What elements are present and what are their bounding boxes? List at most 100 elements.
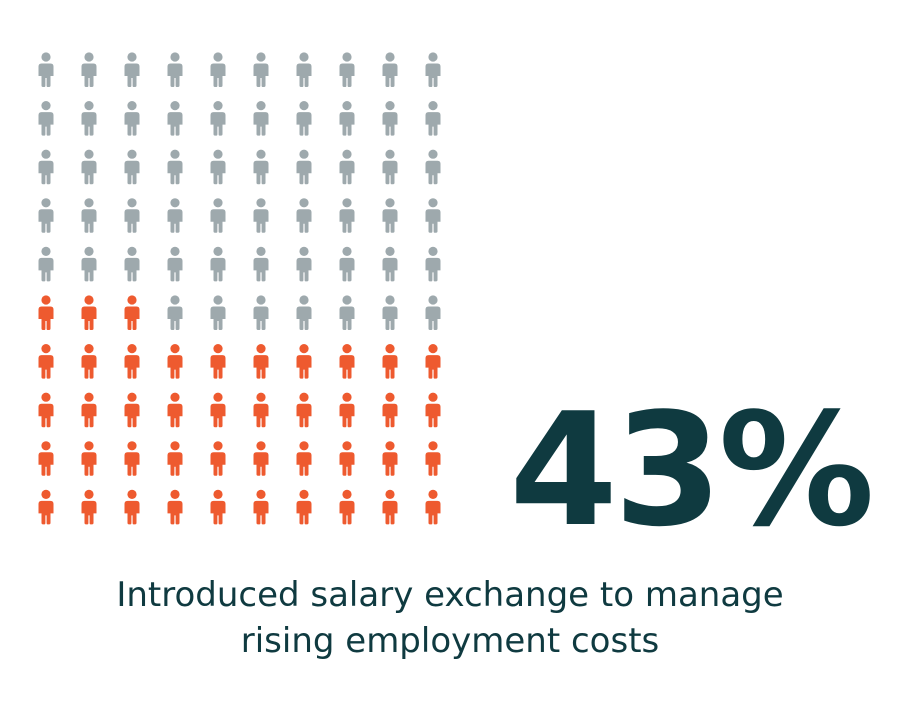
person-icon-highlighted (38, 489, 54, 525)
person-icon-highlighted (339, 344, 355, 379)
person-icon-highlighted (382, 441, 398, 476)
person-icon (253, 295, 269, 330)
person-icon-highlighted (296, 344, 312, 379)
person-icon (425, 101, 441, 136)
person-icon (382, 52, 398, 87)
person-icon (210, 52, 226, 87)
person-icon (339, 149, 355, 185)
person-icon-highlighted (425, 344, 441, 379)
person-icon-highlighted (38, 441, 54, 476)
person-icon-highlighted (210, 392, 226, 428)
person-icon-highlighted (339, 489, 355, 525)
person-icon-highlighted (382, 344, 398, 379)
person-icon (339, 52, 355, 87)
person-icon (382, 295, 398, 330)
person-icon (124, 101, 140, 136)
person-icon (339, 198, 355, 233)
person-icon (253, 149, 269, 185)
person-icon-highlighted (253, 489, 269, 525)
person-icon-highlighted (210, 441, 226, 476)
person-icon (81, 149, 97, 185)
person-icon-highlighted (339, 441, 355, 476)
person-icon (382, 101, 398, 136)
person-icon-highlighted (425, 489, 441, 525)
person-icon (382, 149, 398, 185)
person-icon (167, 198, 183, 233)
person-icon-highlighted (38, 295, 54, 330)
person-icon (124, 52, 140, 87)
person-icon-highlighted (167, 489, 183, 525)
person-icon-highlighted (210, 344, 226, 379)
person-icon (210, 101, 226, 136)
person-icon (167, 101, 183, 136)
person-icon (425, 198, 441, 233)
person-icon-highlighted (296, 392, 312, 428)
person-icon (167, 52, 183, 87)
person-icon-highlighted (81, 344, 97, 379)
person-icon-highlighted (38, 344, 54, 379)
person-icon (81, 101, 97, 136)
person-icon (425, 246, 441, 282)
person-icon (425, 295, 441, 330)
person-icon (167, 246, 183, 282)
person-icon (38, 198, 54, 233)
person-icon (296, 149, 312, 185)
person-icon-highlighted (81, 441, 97, 476)
person-icon (425, 149, 441, 185)
person-icon (253, 101, 269, 136)
person-icon-highlighted (167, 344, 183, 379)
person-icon (167, 295, 183, 330)
caption: Introduced salary exchange to manage ris… (40, 572, 860, 664)
person-icon-highlighted (382, 392, 398, 428)
person-icon (81, 246, 97, 282)
person-icon (124, 198, 140, 233)
person-icon (38, 149, 54, 185)
person-icon (382, 198, 398, 233)
person-icon (210, 198, 226, 233)
person-icon-highlighted (124, 344, 140, 379)
person-icon-highlighted (296, 441, 312, 476)
person-icon (81, 52, 97, 87)
person-icon (253, 198, 269, 233)
person-icon-highlighted (124, 295, 140, 330)
person-icon-highlighted (124, 489, 140, 525)
person-icon (253, 52, 269, 87)
person-icon-highlighted (382, 489, 398, 525)
person-icon (425, 52, 441, 87)
person-icon-highlighted (124, 441, 140, 476)
person-icon-highlighted (253, 441, 269, 476)
person-icon-highlighted (253, 392, 269, 428)
person-icon-highlighted (425, 441, 441, 476)
person-icon-highlighted (81, 489, 97, 525)
person-icon (296, 295, 312, 330)
person-icon-highlighted (167, 392, 183, 428)
person-icon-highlighted (81, 295, 97, 330)
person-icon (38, 101, 54, 136)
person-icon-highlighted (167, 441, 183, 476)
caption-line-2: rising employment costs (240, 621, 660, 661)
person-icon (296, 52, 312, 87)
person-icon (124, 246, 140, 282)
person-icon-highlighted (210, 489, 226, 525)
percentage-value: 43% (509, 379, 874, 561)
person-icon-highlighted (253, 344, 269, 379)
person-icon (339, 101, 355, 136)
caption-line-1: Introduced salary exchange to manage (116, 575, 784, 615)
person-icon (210, 149, 226, 185)
person-icon (296, 198, 312, 233)
person-icon-highlighted (425, 392, 441, 428)
person-icon (38, 52, 54, 87)
person-icon (296, 101, 312, 136)
person-icon (339, 295, 355, 330)
person-icon (38, 246, 54, 282)
person-icon (339, 246, 355, 282)
person-icon (81, 198, 97, 233)
person-icon (124, 149, 140, 185)
person-icon-highlighted (296, 489, 312, 525)
person-icon-highlighted (81, 392, 97, 428)
waffle-chart (38, 52, 441, 525)
person-icon (167, 149, 183, 185)
person-icon (210, 295, 226, 330)
person-icon (296, 246, 312, 282)
person-icon-highlighted (38, 392, 54, 428)
